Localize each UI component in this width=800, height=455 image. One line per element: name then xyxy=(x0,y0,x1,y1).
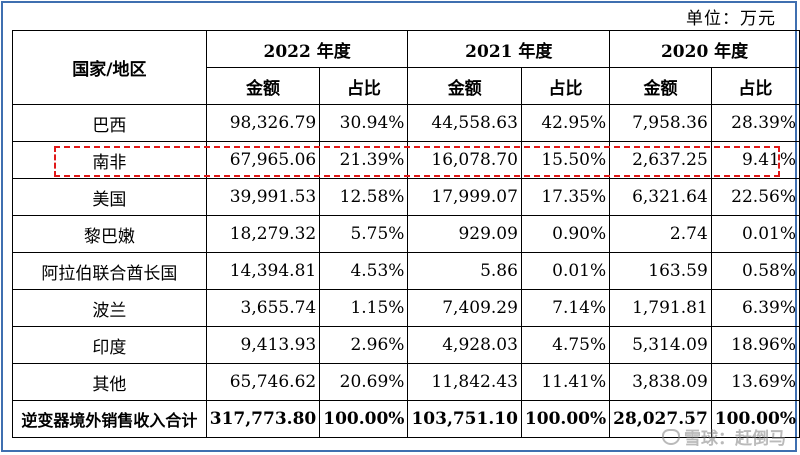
amount-2021-cell: 7,409.29 xyxy=(407,289,522,327)
ratio-2020-cell: 0.01% xyxy=(710,215,800,253)
ratio-header: 占比 xyxy=(520,67,611,105)
overseas-sales-table: 国家/地区 2022 年度 2021 年度 2020 年度 金额 占比 金额 占… xyxy=(12,30,800,438)
amount-2021-cell: 4,928.03 xyxy=(407,326,522,364)
amount-2022-cell: 18,279.32 xyxy=(205,215,321,253)
amount-2020-cell: 2.74 xyxy=(609,215,712,253)
table-row: 南非 67,965.06 21.39% 16,078.70 15.50% 2,637.25… xyxy=(12,141,800,179)
amount-2022-cell: 39,991.53 xyxy=(205,178,321,216)
ratio-2022-cell: 4.53% xyxy=(319,252,409,290)
amount-2020-cell: 7,958.36 xyxy=(609,104,712,142)
total-amount-2021: 103,751.10 xyxy=(407,400,522,438)
ratio-header: 占比 xyxy=(710,67,800,105)
ratio-2020-cell: 0.58% xyxy=(710,252,800,290)
ratio-2021-cell: 42.95% xyxy=(520,104,611,142)
watermark-text: 雪球：赶倒马 xyxy=(684,429,786,449)
region-header: 国家/地区 xyxy=(12,30,207,105)
amount-2021-cell: 44,558.63 xyxy=(407,104,522,142)
amount-2020-cell: 3,838.09 xyxy=(609,363,712,401)
year-header-2021: 2021 年度 xyxy=(407,30,611,68)
ratio-2020-cell: 18.96% xyxy=(710,326,800,364)
ratio-2022-cell: 21.39% xyxy=(319,141,409,179)
amount-2020-cell: 5,314.09 xyxy=(609,326,712,364)
ratio-2021-cell: 7.14% xyxy=(520,289,611,327)
ratio-2021-cell: 0.01% xyxy=(520,252,611,290)
amount-2020-cell: 6,321.64 xyxy=(609,178,712,216)
watermark: 雪球：赶倒马 xyxy=(662,424,786,449)
amount-2020-cell: 1,791.81 xyxy=(609,289,712,327)
total-amount-2022: 317,773.80 xyxy=(205,400,321,438)
ratio-2020-cell: 22.56% xyxy=(710,178,800,216)
table-row: 阿拉伯联合酋长国 14,394.81 4.53% 5.86 0.01% 163.59 0.5… xyxy=(12,252,800,290)
total-amount-2020: 28,027.57 xyxy=(609,400,712,438)
ratio-2021-cell: 0.90% xyxy=(520,215,611,253)
region-name: 印度 xyxy=(12,326,207,364)
total-ratio-2021: 100.00% xyxy=(520,400,611,438)
ratio-2020-cell: 9.41% xyxy=(710,141,800,179)
region-name: 波兰 xyxy=(12,289,207,327)
year-header-2020: 2020 年度 xyxy=(609,30,800,68)
snowball-logo-icon xyxy=(662,428,680,445)
ratio-2021-cell: 11.41% xyxy=(520,363,611,401)
ratio-2022-cell: 5.75% xyxy=(319,215,409,253)
total-ratio-2022: 100.00% xyxy=(319,400,409,438)
ratio-2022-cell: 30.94% xyxy=(319,104,409,142)
amount-header: 金额 xyxy=(205,67,321,105)
ratio-2022-cell: 12.58% xyxy=(319,178,409,216)
amount-2022-cell: 14,394.81 xyxy=(205,252,321,290)
ratio-2020-cell: 6.39% xyxy=(710,289,800,327)
table-row: 其他 65,746.62 20.69% 11,842.43 11.41% 3,838.09… xyxy=(12,363,800,401)
table-row: 印度 9,413.93 2.96% 4,928.03 4.75% 5,314.09 18.9… xyxy=(12,326,800,364)
amount-2022-cell: 65,746.62 xyxy=(205,363,321,401)
amount-2022-cell: 9,413.93 xyxy=(205,326,321,364)
amount-2020-cell: 163.59 xyxy=(609,252,712,290)
region-name: 其他 xyxy=(12,363,207,401)
region-name: 黎巴嫩 xyxy=(12,215,207,253)
total-label: 逆变器境外销售收入合计 xyxy=(12,400,207,438)
amount-2022-cell: 98,326.79 xyxy=(205,104,321,142)
unit-label: 单位：万元 xyxy=(686,9,776,29)
table-row: 波兰 3,655.74 1.15% 7,409.29 7.14% 1,791.81 6.39… xyxy=(12,289,800,327)
region-name: 巴西 xyxy=(12,104,207,142)
ratio-2022-cell: 20.69% xyxy=(319,363,409,401)
region-name: 美国 xyxy=(12,178,207,216)
region-name: 阿拉伯联合酋长国 xyxy=(12,252,207,290)
ratio-2022-cell: 2.96% xyxy=(319,326,409,364)
amount-2021-cell: 16,078.70 xyxy=(407,141,522,179)
year-header-2022: 2022 年度 xyxy=(205,30,409,68)
total-ratio-2020: 100.00% xyxy=(710,400,800,438)
table-row: 巴西 98,326.79 30.94% 44,558.63 42.95% 7,958.36… xyxy=(12,104,800,142)
ratio-header: 占比 xyxy=(319,67,409,105)
amount-2021-cell: 17,999.07 xyxy=(407,178,522,216)
ratio-2020-cell: 13.69% xyxy=(710,363,800,401)
amount-2022-cell: 67,965.06 xyxy=(205,141,321,179)
amount-2020-cell: 2,637.25 xyxy=(609,141,712,179)
ratio-2021-cell: 17.35% xyxy=(520,178,611,216)
table-row: 美国 39,991.53 12.58% 17,999.07 17.35% 6,321.64… xyxy=(12,178,800,216)
amount-header: 金额 xyxy=(609,67,712,105)
amount-header: 金额 xyxy=(407,67,522,105)
ratio-2022-cell: 1.15% xyxy=(319,289,409,327)
ratio-2021-cell: 4.75% xyxy=(520,326,611,364)
table-row: 黎巴嫩 18,279.32 5.75% 929.09 0.90% 2.74 0.01% xyxy=(12,215,800,253)
region-name: 南非 xyxy=(12,141,207,179)
ratio-2020-cell: 28.39% xyxy=(710,104,800,142)
amount-2022-cell: 3,655.74 xyxy=(205,289,321,327)
amount-2021-cell: 5.86 xyxy=(407,252,522,290)
ratio-2021-cell: 15.50% xyxy=(520,141,611,179)
amount-2021-cell: 929.09 xyxy=(407,215,522,253)
total-row: 逆变器境外销售收入合计 317,773.80 100.00% 103,751.1… xyxy=(12,400,800,438)
amount-2021-cell: 11,842.43 xyxy=(407,363,522,401)
